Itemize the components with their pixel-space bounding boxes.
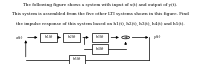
Text: $h_5(t)$: $h_5(t)$ [72, 56, 82, 63]
Text: $y(t)$: $y(t)$ [153, 33, 162, 41]
Bar [40, 32, 57, 42]
Text: $h_3(t)$: $h_3(t)$ [95, 34, 105, 41]
Text: $+$: $+$ [123, 33, 128, 41]
Text: the impulse response of this system based on h1(t), h2(t), h3(t), h4(t) and h5(t: the impulse response of this system base… [16, 22, 184, 26]
Text: $h_1(t)$: $h_1(t)$ [44, 34, 54, 41]
Text: $h_2(t)$: $h_2(t)$ [67, 34, 77, 41]
Bar [63, 32, 80, 42]
Text: $x(t)$: $x(t)$ [15, 34, 23, 41]
Bar [92, 44, 108, 54]
Bar [92, 32, 108, 42]
Bar [69, 55, 85, 64]
Text: The following figure shows a system with input of x(t) and output of y(t).: The following figure shows a system with… [23, 3, 177, 7]
Text: This system is assembled from the five other LTI systems shown in this figure. F: This system is assembled from the five o… [12, 12, 188, 16]
Text: $h_4(t)$: $h_4(t)$ [95, 45, 105, 53]
